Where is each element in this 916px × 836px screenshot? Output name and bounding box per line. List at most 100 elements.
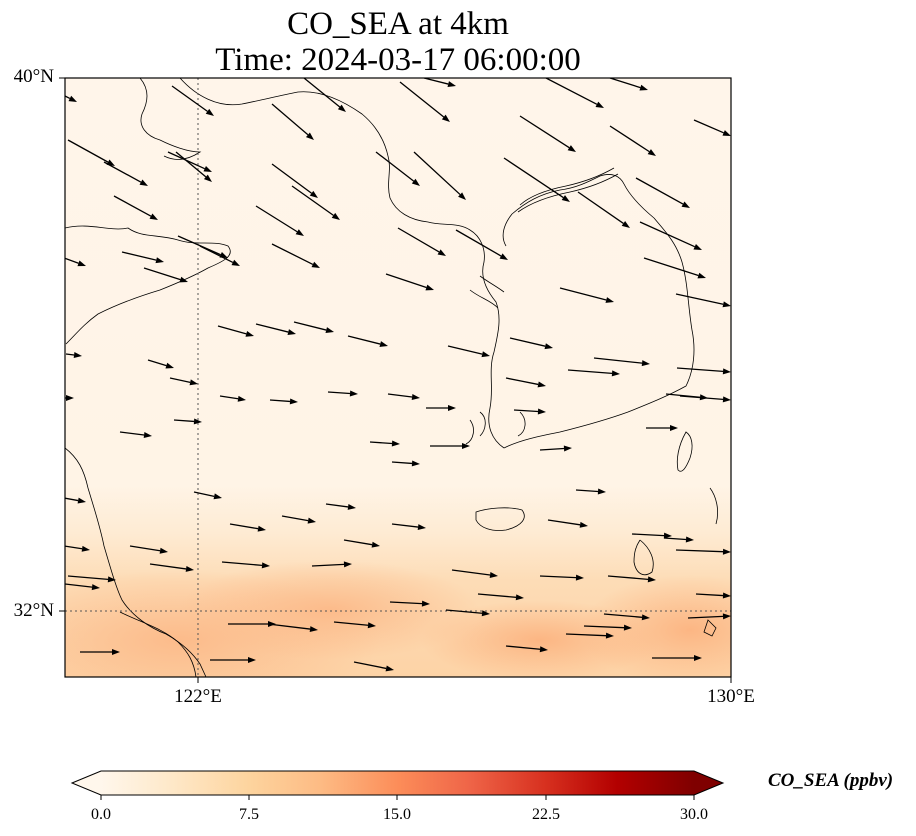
wind-arrow bbox=[389, 600, 430, 607]
wind-arrow bbox=[513, 408, 546, 415]
wind-arrow bbox=[193, 491, 222, 500]
wind-arrow bbox=[327, 390, 358, 397]
wind-arrow bbox=[577, 191, 630, 228]
wind-arrow bbox=[347, 335, 388, 347]
wind-arrow bbox=[65, 352, 82, 358]
colorbar-tick-label: 22.5 bbox=[532, 806, 560, 823]
wind-vectors bbox=[65, 78, 731, 672]
wind-arrow bbox=[652, 655, 702, 661]
wind-arrow bbox=[567, 369, 620, 377]
wind-arrow bbox=[65, 545, 90, 552]
wind-arrow bbox=[385, 273, 434, 291]
wind-arrow bbox=[687, 613, 731, 620]
wind-arrow bbox=[143, 267, 188, 283]
wind-arrow bbox=[603, 613, 650, 621]
wind-arrow bbox=[271, 243, 320, 268]
wind-arrow bbox=[391, 523, 426, 531]
wind-arrow bbox=[426, 405, 456, 411]
wind-arrow bbox=[221, 561, 270, 569]
wind-arrow bbox=[291, 185, 340, 220]
wind-arrow bbox=[695, 592, 731, 599]
wind-arrow bbox=[375, 151, 420, 186]
wind-arrow bbox=[643, 257, 706, 279]
wind-arrow bbox=[663, 536, 694, 543]
wind-arrow bbox=[565, 632, 614, 639]
wind-arrow bbox=[65, 583, 100, 591]
lat-tick-label-32n: 32°N bbox=[13, 600, 54, 621]
wind-arrow bbox=[149, 563, 194, 572]
wind-arrow bbox=[333, 621, 376, 629]
wind-arrow bbox=[281, 515, 316, 524]
colorbar-extend-max bbox=[694, 771, 723, 795]
wind-arrow bbox=[477, 593, 524, 601]
colorbar-tick-label: 30.0 bbox=[680, 806, 708, 823]
wind-arrow bbox=[505, 377, 546, 388]
wind-arrow bbox=[455, 229, 508, 260]
wind-arrow bbox=[631, 532, 672, 539]
wind-arrow bbox=[413, 151, 466, 200]
wind-arrow bbox=[210, 657, 256, 663]
colorbar-extend-min bbox=[72, 771, 101, 795]
wind-arrow bbox=[505, 645, 548, 653]
wind-arrow bbox=[229, 523, 266, 532]
wind-arrow bbox=[675, 548, 731, 555]
gridlines bbox=[65, 78, 731, 677]
wind-arrow bbox=[255, 323, 296, 335]
wind-arrow bbox=[559, 287, 614, 303]
lon-tick-label-130e: 130°E bbox=[707, 686, 755, 707]
wind-arrow bbox=[391, 460, 420, 467]
wind-arrow bbox=[639, 221, 702, 250]
wind-arrow bbox=[303, 78, 346, 112]
wind-arrow bbox=[679, 395, 731, 403]
wind-arrow bbox=[173, 418, 202, 425]
wind-arrow bbox=[103, 161, 148, 186]
wind-arrow bbox=[67, 575, 116, 583]
map-title-line1: CO_SEA at 4km bbox=[287, 6, 509, 42]
wind-arrow bbox=[646, 425, 678, 431]
wind-arrow bbox=[80, 649, 120, 655]
wind-arrow bbox=[369, 440, 400, 447]
wind-arrow bbox=[353, 661, 394, 672]
wind-arrow bbox=[267, 623, 318, 633]
colorbar bbox=[70, 770, 725, 800]
wind-arrow bbox=[575, 488, 606, 495]
wind-arrow bbox=[271, 163, 318, 198]
colorbar-tick-label: 15.0 bbox=[383, 806, 411, 823]
wind-arrow bbox=[399, 81, 450, 122]
wind-arrow bbox=[387, 393, 420, 400]
wind-arrow bbox=[121, 251, 164, 264]
lon-tick-label-122e: 122°E bbox=[174, 686, 222, 707]
colorbar-tick-label: 0.0 bbox=[91, 806, 111, 823]
map-frame bbox=[64, 77, 732, 678]
wind-arrow bbox=[635, 177, 690, 208]
wind-arrow bbox=[343, 539, 380, 548]
wind-arrow bbox=[445, 609, 490, 617]
wind-arrow bbox=[447, 345, 490, 358]
wind-arrow bbox=[199, 245, 240, 266]
wind-arrow bbox=[423, 78, 456, 87]
wind-arrow bbox=[397, 227, 446, 256]
wind-arrow bbox=[113, 195, 158, 220]
wind-arrow bbox=[255, 205, 304, 236]
wind-arrow bbox=[675, 293, 731, 308]
map-title-line2: Time: 2024-03-17 06:00:00 bbox=[215, 42, 581, 78]
wind-arrow bbox=[65, 497, 86, 504]
wind-arrow bbox=[539, 445, 572, 452]
lat-tick-label-40n: 40°N bbox=[13, 66, 54, 87]
wind-arrow bbox=[693, 119, 731, 136]
wind-arrow bbox=[293, 321, 334, 333]
wind-arrow bbox=[451, 569, 498, 578]
wind-arrow bbox=[119, 431, 152, 438]
wind-arrow bbox=[217, 325, 254, 337]
wind-arrow bbox=[547, 519, 588, 528]
wind-arrow bbox=[129, 545, 168, 554]
wind-arrow bbox=[311, 561, 352, 568]
wind-arrow bbox=[545, 78, 604, 108]
wind-arrow bbox=[147, 359, 174, 369]
wind-arrow bbox=[676, 367, 731, 375]
wind-arrow bbox=[269, 398, 298, 405]
colorbar-tick-label: 7.5 bbox=[239, 806, 259, 823]
wind-arrow bbox=[539, 574, 584, 581]
concentration-field bbox=[65, 78, 731, 677]
